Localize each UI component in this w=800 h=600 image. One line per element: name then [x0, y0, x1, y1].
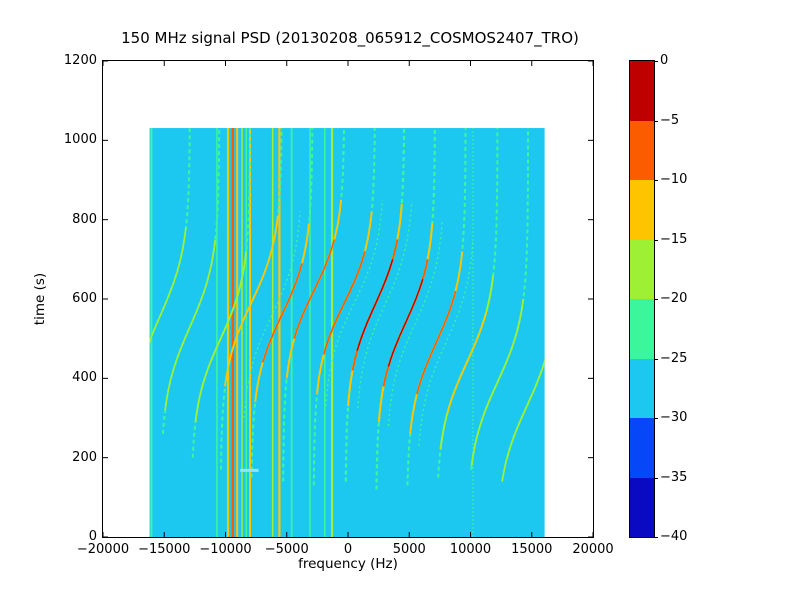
colorbar-tick-label: −35 [660, 469, 688, 485]
colorbar-tick-mark [654, 418, 658, 419]
y-tick-label: 200 [72, 449, 97, 465]
colorbar-band [630, 120, 654, 180]
colorbar-tick-mark [654, 180, 658, 181]
doppler-trace [470, 298, 525, 466]
doppler-trace [501, 358, 545, 482]
x-tick-label: 10000 [449, 542, 492, 557]
colorbar-tick-mark [654, 299, 658, 300]
spectrogram-canvas [103, 61, 593, 537]
x-tick-label: −5000 [264, 542, 309, 557]
y-tick-label: 800 [72, 211, 97, 227]
doppler-trace [282, 128, 345, 482]
doppler-trace [322, 251, 366, 355]
x-tick-label: 5000 [392, 542, 426, 557]
x-axis-label: frequency (Hz) [298, 556, 398, 572]
axis-ticks [103, 61, 593, 537]
colorbar-tick-mark [654, 61, 658, 62]
doppler-trace [356, 259, 394, 351]
doppler-trace [344, 128, 406, 482]
doppler-trace [149, 227, 187, 344]
colorbar-band [630, 239, 654, 299]
chart-title: 150 MHz signal PSD (20130208_065912_COSM… [121, 29, 579, 47]
colorbar-band [630, 358, 654, 418]
colorbar-band [630, 477, 654, 537]
doppler-trace [250, 128, 314, 478]
doppler-trace [293, 239, 335, 339]
x-tick-label: −10000 [199, 542, 252, 557]
colorbar-band [630, 299, 654, 359]
doppler-trace [325, 199, 384, 407]
colorbar-tick-mark [654, 358, 658, 360]
colorbar-tick-label: 0 [660, 53, 669, 68]
colorbar-band [630, 418, 654, 478]
doppler-trace [418, 239, 474, 446]
x-tick-label: −20000 [76, 542, 130, 557]
colorbar-tick-label: −15 [660, 231, 688, 247]
colorbar-band [630, 180, 654, 240]
colorbar-tick-label: −10 [660, 172, 688, 187]
doppler-trace [194, 251, 248, 423]
y-tick-label: 400 [72, 370, 97, 386]
plot-area [102, 60, 594, 538]
y-tick-label: 0 [88, 529, 97, 544]
colorbar-tick-label: −40 [660, 529, 688, 544]
colorbar-band [630, 61, 654, 121]
y-tick-label: 1200 [63, 53, 97, 68]
colorbar-tick-label: −25 [660, 350, 688, 366]
colorbar-tick-label: −5 [660, 112, 680, 128]
doppler-trace [387, 279, 424, 367]
doppler-trace [387, 219, 444, 426]
doppler-trace [243, 211, 301, 419]
colorbar-tick-mark [654, 477, 658, 479]
colorbar-tick-label: −30 [660, 410, 688, 425]
y-tick-label: 600 [72, 291, 97, 306]
x-tick-label: −15000 [138, 542, 191, 557]
doppler-trace [191, 128, 251, 458]
doppler-trace [224, 215, 279, 387]
psd-background [149, 128, 545, 537]
x-tick-label: 15000 [511, 542, 553, 557]
colorbar-tick-mark [654, 239, 658, 241]
doppler-trace [446, 310, 488, 415]
colorbar-tick-label: −20 [660, 291, 688, 306]
doppler-trace [375, 128, 436, 490]
colorbar [629, 60, 655, 538]
doppler-trace [164, 239, 217, 411]
doppler-trace [357, 201, 413, 409]
doppler-trace [416, 290, 457, 395]
doppler-trace [262, 263, 303, 363]
x-tick-label: 20000 [572, 542, 614, 557]
colorbar-tick-mark [654, 120, 658, 122]
x-tick-label: 0 [343, 542, 353, 557]
colorbar-tick-mark [654, 537, 658, 538]
y-tick-label: 1000 [63, 132, 97, 148]
